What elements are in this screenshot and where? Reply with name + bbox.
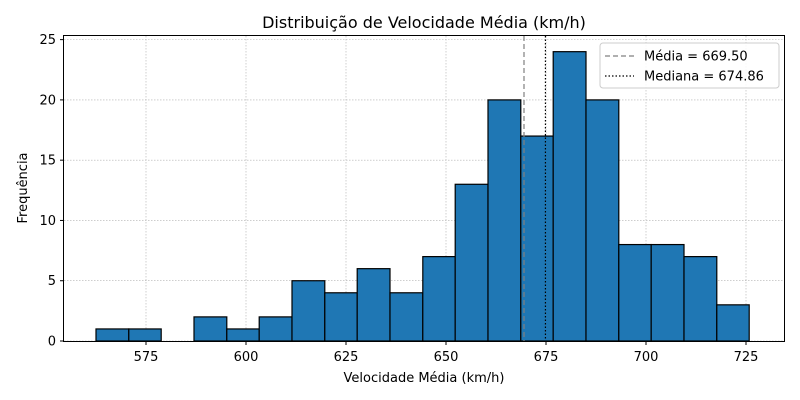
chart-title: Distribuição de Velocidade Média (km/h): [262, 13, 586, 32]
x-tick-label: 575: [134, 350, 159, 365]
legend: Média = 669.50 Mediana = 674.86: [599, 42, 780, 89]
x-tick-label: 650: [434, 350, 459, 365]
histogram-bar: [324, 292, 358, 342]
histogram-bar: [95, 328, 130, 342]
legend-median-label: Mediana = 674.86: [644, 70, 764, 85]
reference-lines: [523, 36, 547, 341]
legend-box: [599, 42, 780, 89]
histogram-bar: [716, 304, 750, 342]
histogram-bar: [585, 99, 620, 342]
legend-mean-label: Média = 669.50: [644, 50, 748, 65]
histogram-bar: [422, 256, 456, 342]
histogram-bar: [193, 316, 228, 342]
plot-frame: [63, 35, 785, 342]
histogram-bar: [226, 328, 260, 342]
histogram-bar: [487, 99, 522, 342]
histogram-bar: [389, 292, 424, 342]
x-tick-label: 600: [234, 350, 259, 365]
histogram-bar: [552, 51, 587, 342]
x-axis-title: Velocidade Média (km/h): [344, 371, 505, 386]
histogram-bar: [683, 256, 718, 342]
histogram-bar: [618, 243, 652, 342]
y-tick-label: 5: [48, 274, 56, 289]
histogram-bars: [95, 51, 750, 342]
histogram-bar: [258, 316, 293, 342]
y-tick-label: 20: [39, 93, 56, 108]
y-tick-label: 10: [39, 214, 56, 229]
x-tick-label: 625: [334, 350, 359, 365]
y-tick-label: 0: [48, 335, 56, 350]
y-axis-ticks: 0 5 10 15 20 25: [39, 33, 64, 350]
x-tick-label: 700: [634, 350, 659, 365]
histogram-bar: [128, 328, 162, 342]
y-axis-title: Frequência: [16, 152, 31, 223]
x-tick-label: 675: [534, 350, 559, 365]
histogram-bar: [291, 280, 326, 342]
histogram-bar: [520, 135, 554, 342]
x-tick-label: 725: [734, 350, 759, 365]
x-axis-ticks: 575 600 625 650 675 700 725: [134, 341, 759, 365]
histogram-bar: [356, 268, 391, 342]
histogram-bar: [454, 183, 489, 342]
histogram-bar: [650, 243, 685, 342]
y-tick-label: 15: [39, 154, 56, 169]
y-tick-label: 25: [39, 33, 56, 48]
